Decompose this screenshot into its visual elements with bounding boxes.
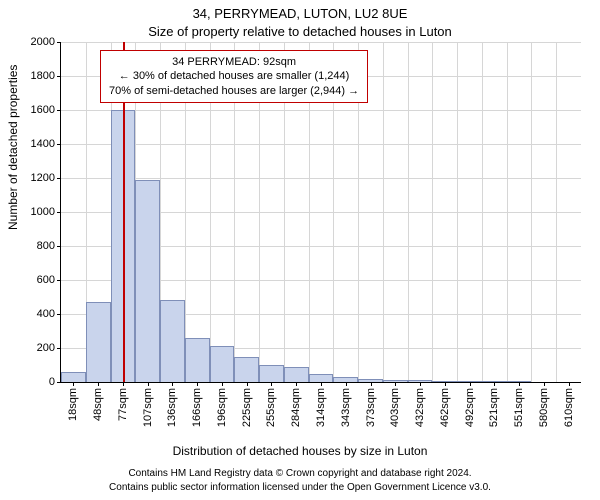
x-tick-label: 77sqm bbox=[117, 388, 129, 421]
y-tick bbox=[57, 42, 61, 43]
y-tick-label: 1400 bbox=[31, 138, 55, 150]
y-tick bbox=[57, 110, 61, 111]
x-tick bbox=[296, 382, 297, 386]
x-tick bbox=[247, 382, 248, 386]
x-tick bbox=[148, 382, 149, 386]
x-tick bbox=[123, 382, 124, 386]
x-tick bbox=[172, 382, 173, 386]
y-tick-label: 800 bbox=[37, 240, 55, 252]
gridline-v bbox=[457, 42, 458, 382]
annotation-line2: ← 30% of detached houses are smaller (1,… bbox=[109, 69, 359, 83]
histogram-bar bbox=[210, 346, 235, 382]
x-tick-label: 196sqm bbox=[216, 388, 228, 427]
annotation-line1: 34 PERRYMEAD: 92sqm bbox=[109, 55, 359, 69]
histogram-bar bbox=[61, 372, 86, 382]
gridline-v bbox=[531, 42, 532, 382]
gridline-h bbox=[61, 42, 581, 43]
x-tick bbox=[271, 382, 272, 386]
x-tick bbox=[544, 382, 545, 386]
x-tick-label: 551sqm bbox=[513, 388, 525, 427]
x-tick-label: 48sqm bbox=[92, 388, 104, 421]
y-tick bbox=[57, 246, 61, 247]
gridline-v bbox=[408, 42, 409, 382]
y-tick bbox=[57, 280, 61, 281]
y-tick bbox=[57, 382, 61, 383]
y-tick bbox=[57, 348, 61, 349]
x-tick bbox=[420, 382, 421, 386]
x-tick bbox=[494, 382, 495, 386]
y-tick bbox=[57, 76, 61, 77]
attribution-line2: Contains public sector information licen… bbox=[0, 482, 600, 493]
x-tick bbox=[470, 382, 471, 386]
y-tick bbox=[57, 314, 61, 315]
gridline-v bbox=[482, 42, 483, 382]
y-tick bbox=[57, 144, 61, 145]
x-tick bbox=[371, 382, 372, 386]
x-tick-label: 373sqm bbox=[365, 388, 377, 427]
x-tick bbox=[98, 382, 99, 386]
histogram-bar bbox=[160, 300, 185, 382]
x-tick-label: 166sqm bbox=[191, 388, 203, 427]
title-sub: Size of property relative to detached ho… bbox=[0, 24, 600, 39]
gridline-v bbox=[432, 42, 433, 382]
gridline-v bbox=[556, 42, 557, 382]
y-tick-label: 1200 bbox=[31, 172, 55, 184]
y-tick-label: 1000 bbox=[31, 206, 55, 218]
x-tick bbox=[197, 382, 198, 386]
x-axis-label: Distribution of detached houses by size … bbox=[0, 444, 600, 458]
y-tick-label: 0 bbox=[49, 376, 55, 388]
x-tick bbox=[569, 382, 570, 386]
x-tick-label: 521sqm bbox=[488, 388, 500, 427]
x-tick bbox=[321, 382, 322, 386]
y-tick-label: 1600 bbox=[31, 104, 55, 116]
histogram-bar bbox=[86, 302, 111, 382]
x-tick-label: 462sqm bbox=[439, 388, 451, 427]
x-tick-label: 136sqm bbox=[166, 388, 178, 427]
y-tick-label: 600 bbox=[37, 274, 55, 286]
x-tick-label: 403sqm bbox=[389, 388, 401, 427]
x-tick-label: 284sqm bbox=[290, 388, 302, 427]
y-axis-label: Number of detached properties bbox=[6, 65, 20, 230]
annotation-box: 34 PERRYMEAD: 92sqm← 30% of detached hou… bbox=[100, 50, 368, 103]
x-tick-label: 580sqm bbox=[538, 388, 550, 427]
x-tick-label: 314sqm bbox=[315, 388, 327, 427]
x-tick-label: 107sqm bbox=[142, 388, 154, 427]
gridline-v bbox=[507, 42, 508, 382]
title-main: 34, PERRYMEAD, LUTON, LU2 8UE bbox=[0, 6, 600, 21]
x-tick-label: 492sqm bbox=[464, 388, 476, 427]
y-tick-label: 400 bbox=[37, 308, 55, 320]
y-tick-label: 200 bbox=[37, 342, 55, 354]
x-tick bbox=[395, 382, 396, 386]
chart-container: 34, PERRYMEAD, LUTON, LU2 8UE Size of pr… bbox=[0, 0, 600, 500]
x-tick bbox=[73, 382, 74, 386]
x-tick bbox=[445, 382, 446, 386]
histogram-bar bbox=[259, 365, 284, 382]
gridline-v bbox=[383, 42, 384, 382]
histogram-bar bbox=[284, 367, 309, 382]
annotation-line3: 70% of semi-detached houses are larger (… bbox=[109, 84, 359, 98]
gridline-h bbox=[61, 110, 581, 111]
histogram-bar bbox=[185, 338, 210, 382]
x-tick-label: 432sqm bbox=[414, 388, 426, 427]
x-tick-label: 255sqm bbox=[265, 388, 277, 427]
x-tick-label: 343sqm bbox=[340, 388, 352, 427]
histogram-bar bbox=[234, 357, 259, 383]
x-tick bbox=[222, 382, 223, 386]
x-tick-label: 610sqm bbox=[563, 388, 575, 427]
gridline-h bbox=[61, 144, 581, 145]
x-tick bbox=[519, 382, 520, 386]
attribution-line1: Contains HM Land Registry data © Crown c… bbox=[0, 468, 600, 479]
y-tick-label: 2000 bbox=[31, 36, 55, 48]
y-tick-label: 1800 bbox=[31, 70, 55, 82]
x-tick-label: 225sqm bbox=[241, 388, 253, 427]
x-tick bbox=[346, 382, 347, 386]
x-tick-label: 18sqm bbox=[67, 388, 79, 421]
y-tick bbox=[57, 178, 61, 179]
histogram-bar bbox=[309, 374, 334, 383]
y-tick bbox=[57, 212, 61, 213]
histogram-bar bbox=[135, 180, 160, 382]
